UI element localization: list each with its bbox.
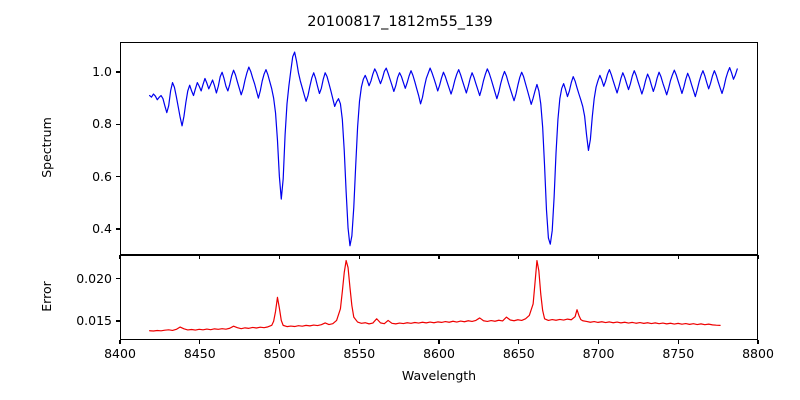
error-line-plot [121, 256, 757, 339]
spectrum-xtick-mark [278, 255, 281, 259]
spectrum-panel [120, 42, 758, 255]
xtick-label: 8750 [662, 346, 695, 361]
spectrum-axis-label: Spectrum [38, 116, 54, 178]
chart-title: 20100817_1812m55_139 [307, 14, 493, 30]
spectrum-ytick-label: 1.0 [92, 64, 112, 80]
spectrum-line-plot [121, 43, 757, 254]
spectrum-xtick-mark [757, 255, 759, 259]
spectrum-xtick-mark [597, 255, 600, 259]
error-xtick-mark [757, 340, 759, 344]
error-xtick-mark [278, 340, 281, 344]
error-xtick-mark [358, 340, 360, 344]
spectrum-ytick-label: 0.6 [92, 168, 112, 184]
error-ytick-label: 0.020 [76, 270, 112, 286]
xtick-label: 8450 [183, 346, 216, 361]
spectrum-ytick-mark [116, 175, 120, 178]
spectrum-xtick-mark [677, 255, 679, 259]
spectrum-xtick-mark [199, 255, 201, 259]
spectrum-ytick-label: 0.4 [92, 220, 112, 236]
error-xtick-mark [518, 340, 520, 344]
error-ytick-mark [116, 320, 120, 322]
spectrum-ytick-mark [116, 123, 120, 125]
xtick-label: 8800 [742, 346, 774, 361]
spectrum-xtick-mark [119, 255, 121, 259]
error-xtick-mark [438, 340, 440, 344]
error-xtick-mark [597, 340, 600, 344]
xtick-label: 8500 [263, 346, 296, 361]
wavelength-axis-label: Wavelength [401, 368, 477, 383]
error-xtick-mark [199, 340, 201, 344]
spectrum-xtick-mark [438, 255, 440, 259]
error-xtick-mark [119, 340, 121, 344]
spectrum-ytick-mark [116, 71, 120, 73]
spectrum-xtick-mark [358, 255, 360, 259]
spectrum-xtick-mark [518, 255, 520, 259]
error-ytick-mark [116, 278, 120, 280]
xtick-label: 8400 [104, 346, 136, 361]
error-panel [120, 255, 758, 340]
spectrum-ytick-label: 0.8 [92, 116, 112, 132]
error-ytick-label: 0.015 [76, 312, 112, 328]
xtick-label: 8550 [343, 346, 376, 361]
xtick-label: 8650 [502, 346, 535, 361]
xtick-label: 8700 [582, 346, 615, 361]
error-xtick-mark [677, 340, 679, 344]
xtick-label: 8600 [423, 346, 455, 361]
error-axis-label: Error [38, 280, 54, 312]
spectrum-ytick-mark [116, 228, 120, 230]
